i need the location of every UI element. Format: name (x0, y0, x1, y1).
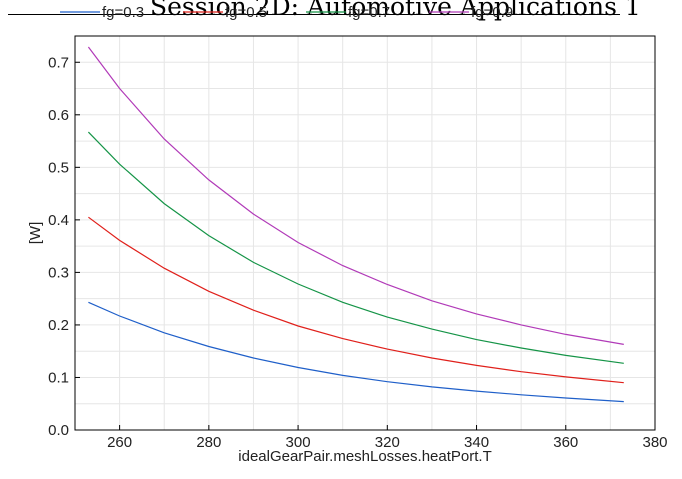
series-line-fg=0.5 (88, 216, 624, 384)
x-tick-label: 340 (464, 434, 489, 451)
y-axis-label: [W] (27, 222, 44, 245)
y-tick-label: 0.7 (48, 54, 69, 71)
y-tick-label: 0.3 (48, 264, 69, 281)
header-rule (8, 14, 620, 15)
series-line-fg=0.7 (87, 131, 624, 364)
grid-lines (74, 35, 656, 431)
legend-label: fg=0.9 (471, 4, 513, 21)
axis-ticks: 260 280 300 320 340 360 380 0.0 0.1 0.2 0.3 0.4 0.5 0… (48, 54, 667, 451)
x-axis-label: idealGearPair.meshLosses.heatPort.T (238, 448, 491, 465)
y-tick-label: 0.4 (48, 212, 69, 229)
legend-label: fg=0.3 (102, 4, 144, 21)
y-tick-label: 0.6 (48, 107, 69, 124)
page-header-title: Session 2D: Automotive Applications 1 (150, 0, 641, 21)
legend-label: fg=0.7 (348, 4, 390, 21)
series-line-fg=0.3 (88, 301, 624, 403)
x-tick-label: 260 (107, 434, 132, 451)
legend-label: fg=0.5 (225, 4, 267, 21)
x-tick-label: 360 (553, 434, 578, 451)
x-tick-label: 300 (286, 434, 311, 451)
y-tick-label: 0.5 (48, 159, 69, 176)
series-line-fg=0.9 (87, 46, 624, 345)
y-tick-label: 0.1 (48, 369, 69, 386)
x-tick-label: 280 (196, 434, 221, 451)
legend: fg=0.3 fg=0.5 fg=0.7 fg=0.9 (60, 4, 513, 21)
x-tick-label: 380 (642, 434, 667, 451)
plot-area (74, 35, 656, 431)
x-tick-label: 320 (375, 434, 400, 451)
y-tick-label: 0.2 (48, 317, 69, 334)
y-tick-label: 0.0 (48, 422, 69, 439)
series-lines (87, 46, 624, 403)
